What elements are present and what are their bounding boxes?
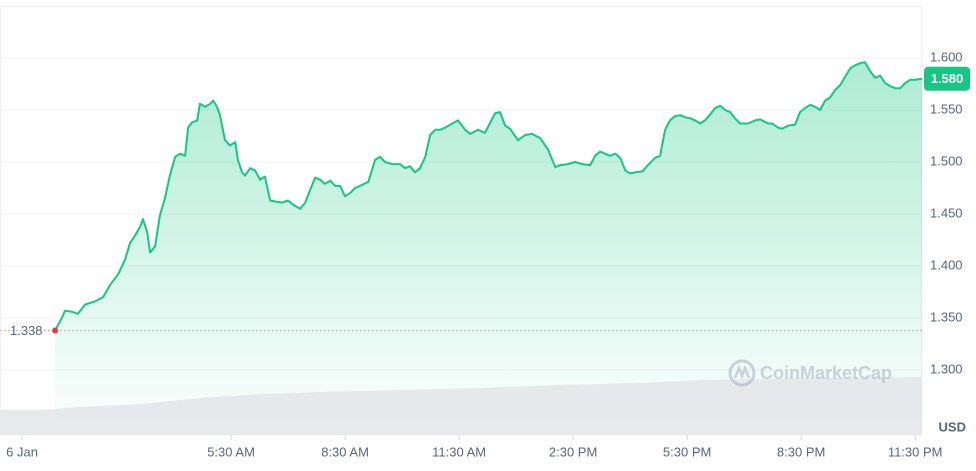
y-tick-label: 1.400 xyxy=(930,257,963,272)
price-area xyxy=(55,62,923,422)
x-tick-label: 5:30 AM xyxy=(207,444,255,459)
x-tick-label: 11:30 AM xyxy=(432,444,486,459)
x-tick-label: 8:30 AM xyxy=(321,444,369,459)
start-marker xyxy=(52,327,59,334)
x-tick-label: 8:30 PM xyxy=(777,444,825,459)
y-tick-label: 1.600 xyxy=(930,49,963,64)
watermark: CoinMarketCap xyxy=(728,359,892,387)
y-tick-label: 1.450 xyxy=(930,205,963,220)
x-tick-label: 5:30 PM xyxy=(663,444,711,459)
y-tick-label: 1.350 xyxy=(930,309,963,324)
price-line xyxy=(54,61,923,331)
x-tick-label: 2:30 PM xyxy=(549,444,597,459)
y-tick-label: 1.500 xyxy=(930,153,963,168)
x-tick-label: 11:30 PM xyxy=(888,444,943,459)
line-layer: 1.338 xyxy=(0,61,923,338)
x-tick-label: 6 Jan xyxy=(6,444,38,459)
watermark-logo-mark xyxy=(733,364,751,380)
watermark-text: CoinMarketCap xyxy=(760,363,892,383)
y-tick-label: 1.550 xyxy=(930,101,963,116)
area-layer xyxy=(55,62,923,422)
volume-bars xyxy=(0,377,922,435)
watermark-logo xyxy=(728,359,756,387)
reference-label: 1.338 xyxy=(10,323,43,338)
last-price-label: 1.580 xyxy=(931,71,964,86)
y-tick-label: 1.300 xyxy=(930,361,963,376)
y-unit: USD xyxy=(939,419,966,434)
last-price-badge xyxy=(924,66,970,91)
